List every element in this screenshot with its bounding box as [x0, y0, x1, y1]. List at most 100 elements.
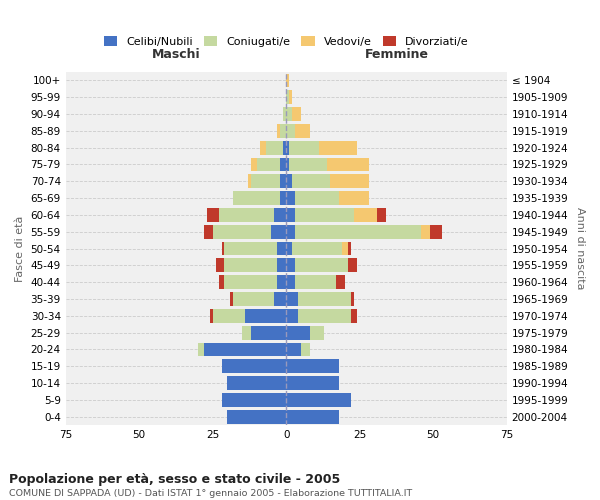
- Bar: [218, 276, 224, 289]
- Bar: [257, 158, 280, 172]
- Bar: [286, 309, 298, 322]
- Bar: [286, 90, 289, 104]
- Bar: [286, 342, 301, 356]
- Bar: [354, 208, 377, 222]
- Bar: [212, 225, 271, 238]
- Bar: [280, 124, 286, 138]
- Text: Maschi: Maschi: [152, 48, 200, 62]
- Bar: [292, 174, 331, 188]
- Bar: [286, 258, 295, 272]
- Bar: [224, 242, 277, 256]
- Bar: [286, 393, 351, 407]
- Bar: [221, 393, 286, 407]
- Text: COMUNE DI SAPPADA (UD) - Dati ISTAT 1° gennaio 2005 - Elaborazione TUTTITALIA.IT: COMUNE DI SAPPADA (UD) - Dati ISTAT 1° g…: [9, 489, 412, 498]
- Bar: [266, 141, 283, 154]
- Bar: [286, 107, 292, 121]
- Bar: [227, 376, 286, 390]
- Bar: [298, 309, 351, 322]
- Bar: [274, 292, 286, 306]
- Bar: [242, 326, 251, 340]
- Text: Femmine: Femmine: [364, 48, 428, 62]
- Bar: [348, 258, 357, 272]
- Bar: [233, 292, 274, 306]
- Bar: [286, 141, 289, 154]
- Bar: [224, 258, 277, 272]
- Bar: [319, 141, 357, 154]
- Bar: [221, 242, 224, 256]
- Bar: [286, 276, 295, 289]
- Bar: [198, 342, 204, 356]
- Bar: [283, 107, 286, 121]
- Bar: [286, 191, 295, 205]
- Bar: [277, 276, 286, 289]
- Bar: [221, 360, 286, 373]
- Bar: [295, 258, 348, 272]
- Bar: [331, 174, 368, 188]
- Bar: [204, 342, 286, 356]
- Bar: [292, 242, 342, 256]
- Bar: [286, 410, 339, 424]
- Bar: [298, 292, 351, 306]
- Bar: [348, 242, 351, 256]
- Bar: [295, 191, 339, 205]
- Bar: [274, 208, 286, 222]
- Y-axis label: Fasce di età: Fasce di età: [15, 216, 25, 282]
- Bar: [277, 124, 280, 138]
- Bar: [351, 309, 357, 322]
- Bar: [295, 225, 421, 238]
- Bar: [277, 242, 286, 256]
- Bar: [233, 191, 280, 205]
- Bar: [286, 208, 295, 222]
- Bar: [224, 276, 277, 289]
- Bar: [251, 326, 286, 340]
- Bar: [336, 276, 345, 289]
- Bar: [207, 208, 218, 222]
- Bar: [286, 242, 292, 256]
- Bar: [339, 191, 368, 205]
- Bar: [286, 292, 298, 306]
- Bar: [218, 208, 274, 222]
- Bar: [204, 225, 212, 238]
- Bar: [286, 376, 339, 390]
- Text: Popolazione per età, sesso e stato civile - 2005: Popolazione per età, sesso e stato civil…: [9, 472, 340, 486]
- Bar: [230, 292, 233, 306]
- Bar: [310, 326, 325, 340]
- Bar: [286, 174, 292, 188]
- Bar: [215, 258, 224, 272]
- Bar: [286, 124, 295, 138]
- Bar: [286, 225, 295, 238]
- Bar: [280, 174, 286, 188]
- Bar: [260, 141, 266, 154]
- Bar: [295, 208, 354, 222]
- Bar: [277, 258, 286, 272]
- Bar: [271, 225, 286, 238]
- Bar: [342, 242, 348, 256]
- Bar: [351, 292, 354, 306]
- Bar: [328, 158, 368, 172]
- Legend: Celibi/Nubili, Coniugati/e, Vedovi/e, Divorziati/e: Celibi/Nubili, Coniugati/e, Vedovi/e, Di…: [100, 32, 473, 52]
- Bar: [430, 225, 442, 238]
- Y-axis label: Anni di nascita: Anni di nascita: [575, 208, 585, 290]
- Bar: [210, 309, 212, 322]
- Bar: [301, 342, 310, 356]
- Bar: [248, 174, 251, 188]
- Bar: [286, 158, 289, 172]
- Bar: [212, 309, 245, 322]
- Bar: [421, 225, 430, 238]
- Bar: [289, 141, 319, 154]
- Bar: [286, 326, 310, 340]
- Bar: [251, 174, 280, 188]
- Bar: [292, 107, 301, 121]
- Bar: [245, 309, 286, 322]
- Bar: [286, 74, 289, 88]
- Bar: [280, 158, 286, 172]
- Bar: [283, 141, 286, 154]
- Bar: [295, 276, 336, 289]
- Bar: [286, 360, 339, 373]
- Bar: [251, 158, 257, 172]
- Bar: [289, 158, 328, 172]
- Bar: [295, 124, 310, 138]
- Bar: [377, 208, 386, 222]
- Bar: [227, 410, 286, 424]
- Bar: [289, 90, 292, 104]
